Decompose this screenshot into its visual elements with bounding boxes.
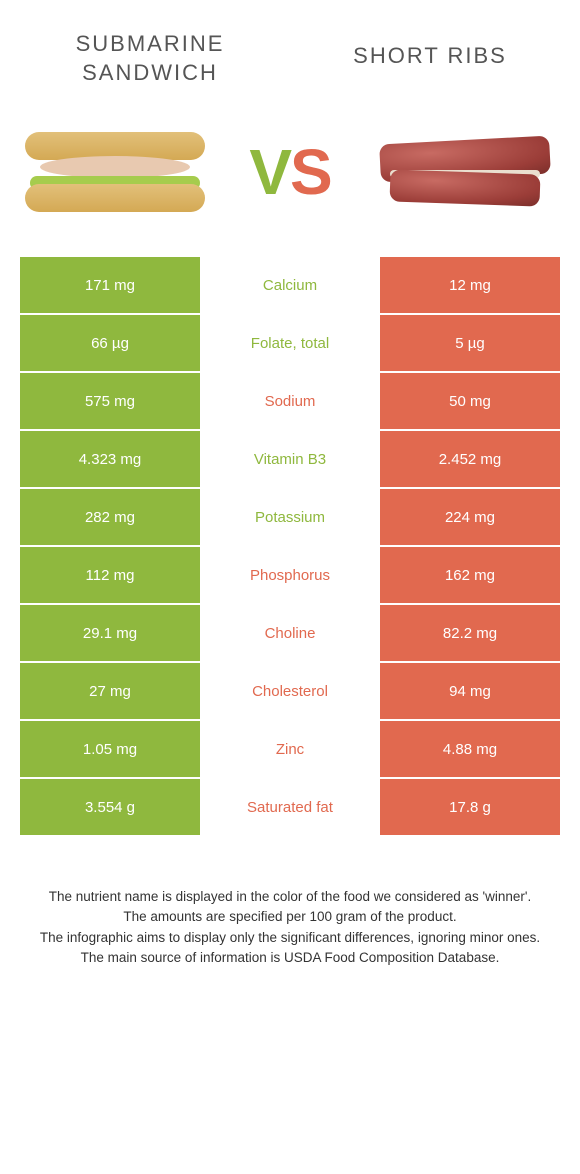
table-row: 3.554 gSaturated fat17.8 g bbox=[20, 779, 560, 837]
table-row: 27 mgCholesterol94 mg bbox=[20, 663, 560, 721]
right-value: 50 mg bbox=[380, 373, 560, 429]
nutrient-table: 171 mgCalcium12 mg66 µgFolate, total5 µg… bbox=[20, 257, 560, 837]
vs-row: VS bbox=[0, 107, 580, 257]
footer-line: The nutrient name is displayed in the co… bbox=[30, 887, 550, 907]
left-value: 27 mg bbox=[20, 663, 200, 719]
left-value: 575 mg bbox=[20, 373, 200, 429]
left-value: 4.323 mg bbox=[20, 431, 200, 487]
table-row: 282 mgPotassium224 mg bbox=[20, 489, 560, 547]
vs-s: S bbox=[290, 136, 331, 208]
table-row: 112 mgPhosphorus162 mg bbox=[20, 547, 560, 605]
left-value: 282 mg bbox=[20, 489, 200, 545]
nutrient-name: Sodium bbox=[200, 373, 380, 429]
right-value: 2.452 mg bbox=[380, 431, 560, 487]
nutrient-name: Potassium bbox=[200, 489, 380, 545]
nutrient-name: Zinc bbox=[200, 721, 380, 777]
nutrient-name: Phosphorus bbox=[200, 547, 380, 603]
left-value: 112 mg bbox=[20, 547, 200, 603]
nutrient-name: Calcium bbox=[200, 257, 380, 313]
right-value: 224 mg bbox=[380, 489, 560, 545]
vs-v: V bbox=[249, 136, 290, 208]
right-value: 5 µg bbox=[380, 315, 560, 371]
ribs-image bbox=[370, 117, 560, 227]
vs-label: VS bbox=[249, 135, 330, 209]
footer-line: The infographic aims to display only the… bbox=[30, 928, 550, 948]
footer-line: The main source of information is USDA F… bbox=[30, 948, 550, 968]
right-value: 162 mg bbox=[380, 547, 560, 603]
right-value: 94 mg bbox=[380, 663, 560, 719]
footer-notes: The nutrient name is displayed in the co… bbox=[0, 837, 580, 968]
left-value: 1.05 mg bbox=[20, 721, 200, 777]
table-row: 1.05 mgZinc4.88 mg bbox=[20, 721, 560, 779]
sandwich-image bbox=[20, 117, 210, 227]
left-value: 66 µg bbox=[20, 315, 200, 371]
header: SUBMARINE SANDWICH SHORT RIBS bbox=[0, 0, 580, 107]
table-row: 4.323 mgVitamin B32.452 mg bbox=[20, 431, 560, 489]
right-value: 12 mg bbox=[380, 257, 560, 313]
table-row: 66 µgFolate, total5 µg bbox=[20, 315, 560, 373]
nutrient-name: Folate, total bbox=[200, 315, 380, 371]
nutrient-name: Vitamin B3 bbox=[200, 431, 380, 487]
nutrient-name: Saturated fat bbox=[200, 779, 380, 835]
left-value: 3.554 g bbox=[20, 779, 200, 835]
footer-line: The amounts are specified per 100 gram o… bbox=[30, 907, 550, 927]
right-food-title: SHORT RIBS bbox=[320, 30, 540, 71]
table-row: 29.1 mgCholine82.2 mg bbox=[20, 605, 560, 663]
right-value: 4.88 mg bbox=[380, 721, 560, 777]
left-food-title: SUBMARINE SANDWICH bbox=[40, 30, 260, 87]
right-value: 82.2 mg bbox=[380, 605, 560, 661]
nutrient-name: Cholesterol bbox=[200, 663, 380, 719]
left-value: 29.1 mg bbox=[20, 605, 200, 661]
right-value: 17.8 g bbox=[380, 779, 560, 835]
left-value: 171 mg bbox=[20, 257, 200, 313]
table-row: 575 mgSodium50 mg bbox=[20, 373, 560, 431]
table-row: 171 mgCalcium12 mg bbox=[20, 257, 560, 315]
nutrient-name: Choline bbox=[200, 605, 380, 661]
